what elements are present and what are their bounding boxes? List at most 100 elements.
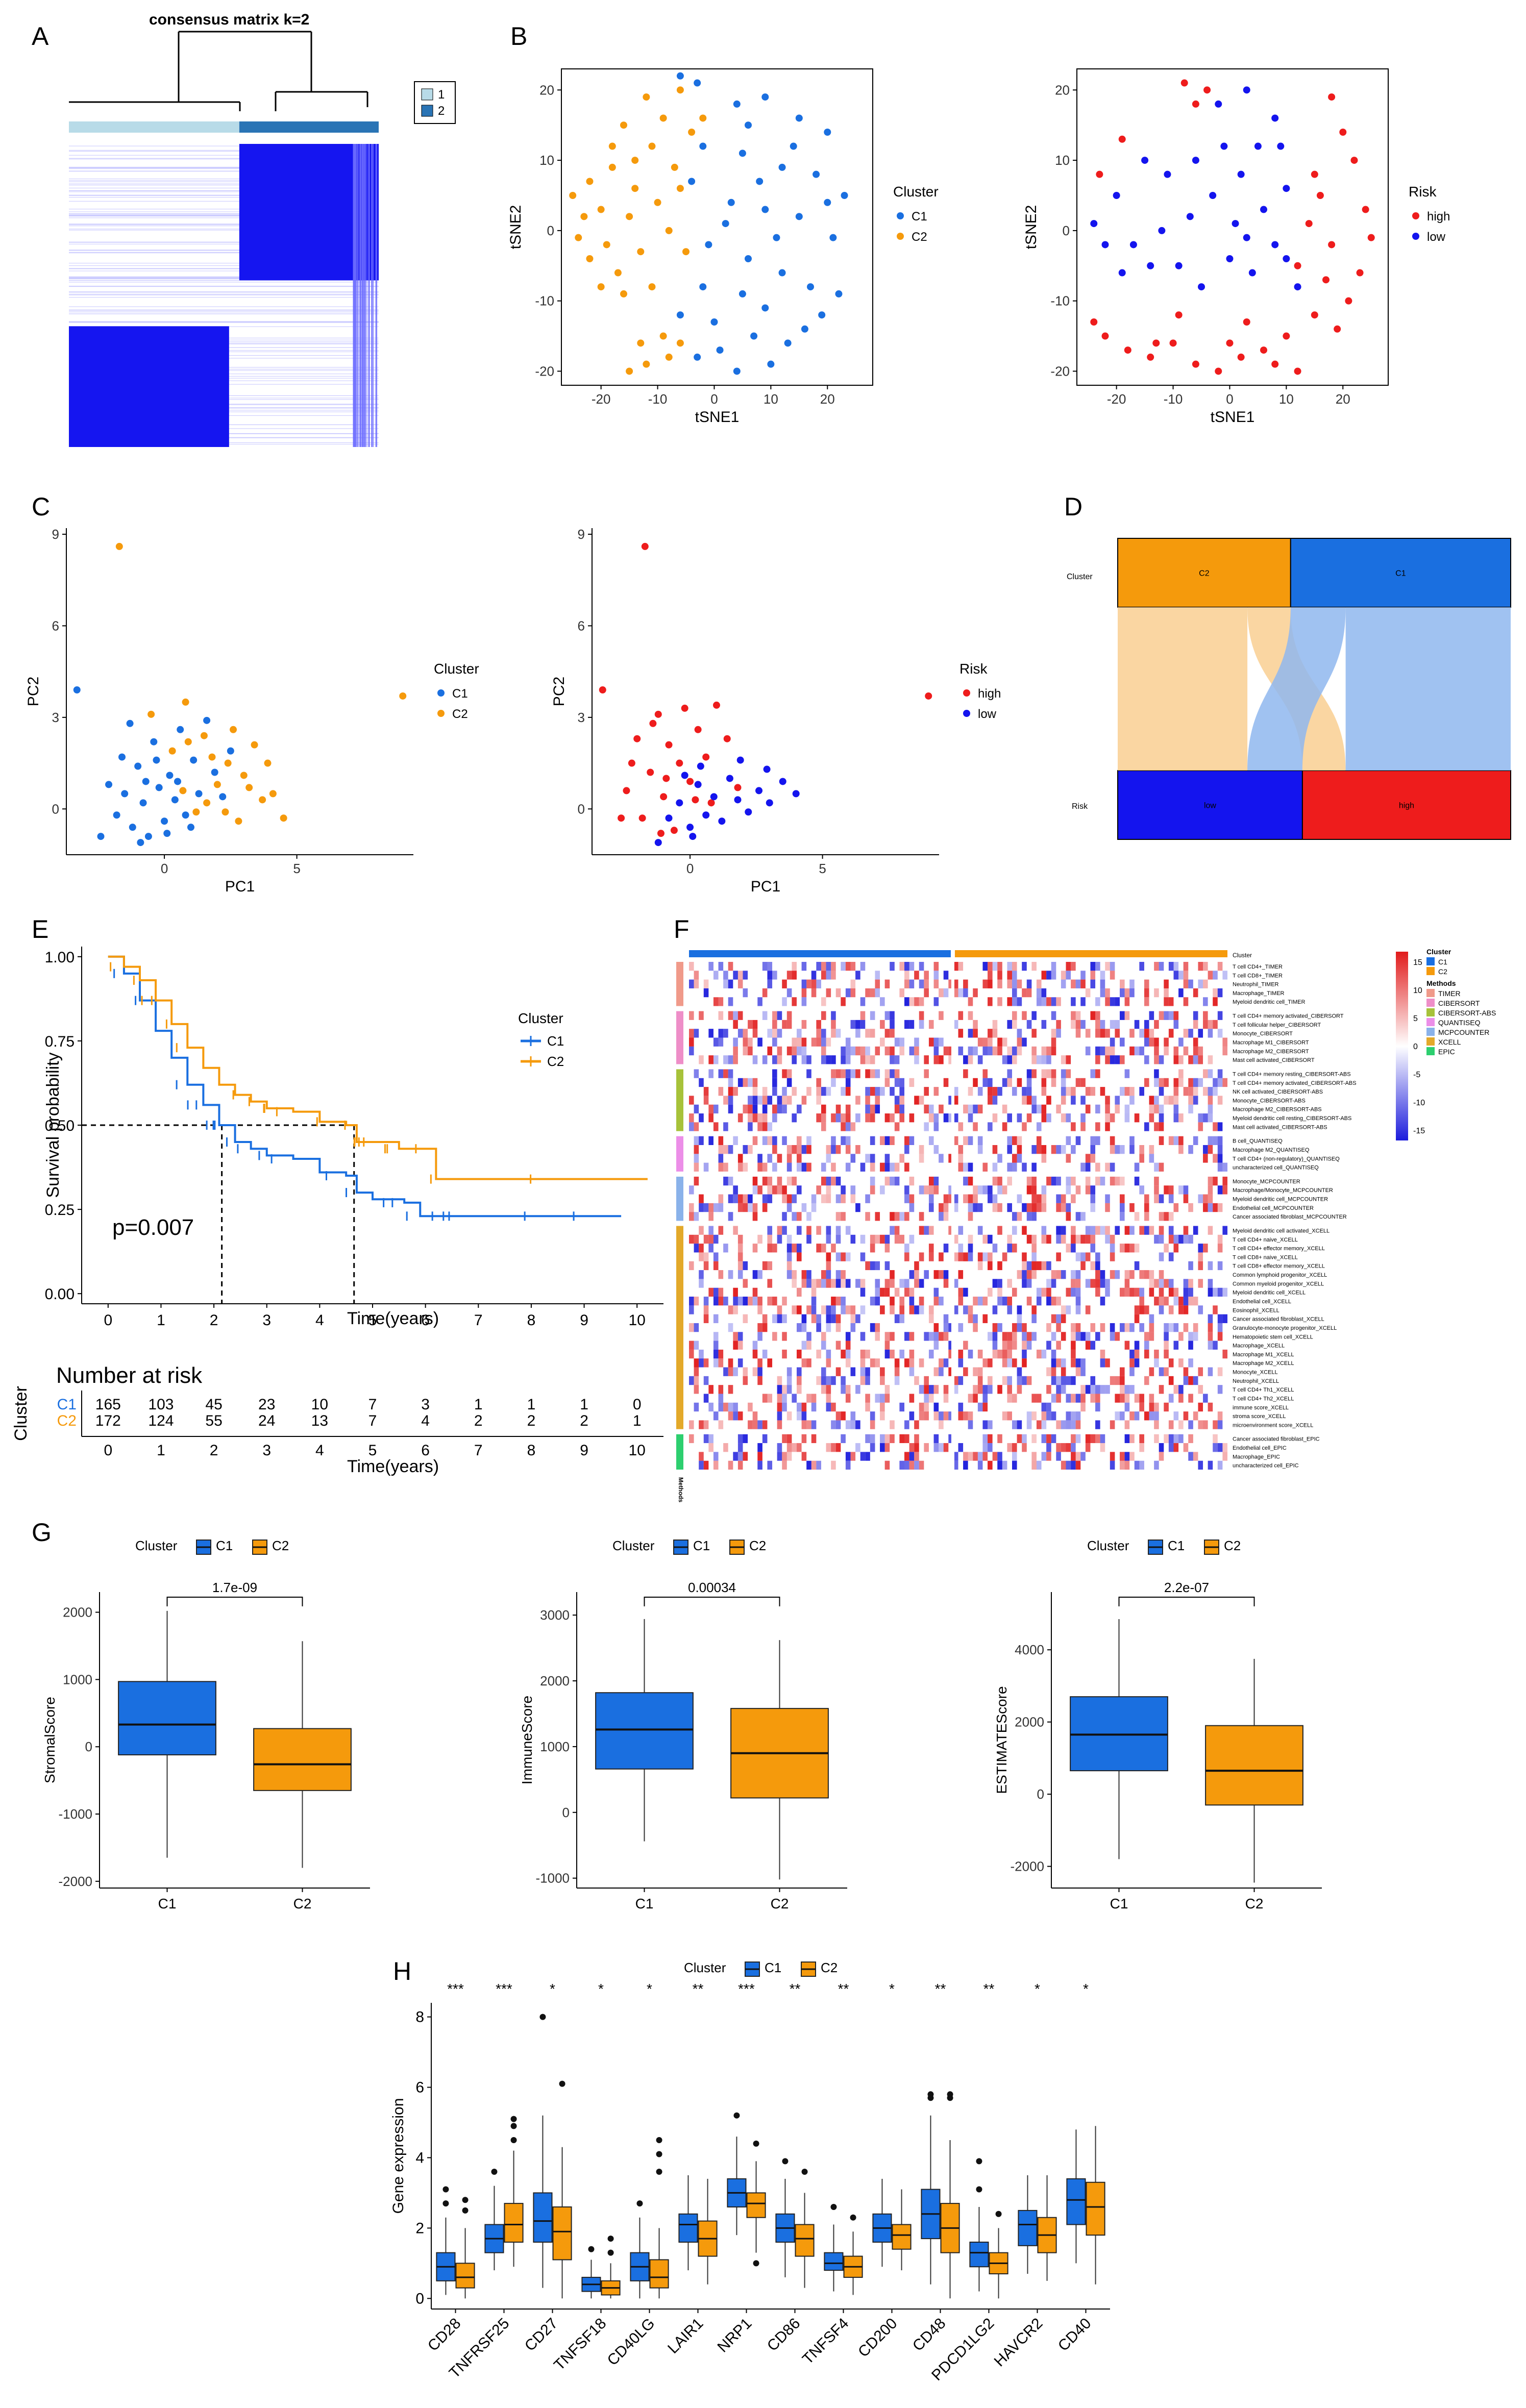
heat-cell (835, 988, 841, 998)
heat-cell (933, 1411, 939, 1421)
heat-cell (835, 1252, 841, 1261)
heat-cell (1080, 1122, 1086, 1131)
heat-cell (1124, 1113, 1130, 1123)
heat-cell (997, 1323, 1002, 1332)
heat-cell (1066, 1087, 1071, 1096)
heat-cell (1193, 1046, 1198, 1056)
heat-cell (1159, 1443, 1164, 1452)
point-high (647, 768, 654, 776)
point-C2 (203, 799, 211, 807)
heat-cell (835, 1212, 841, 1221)
heat-cell (899, 1279, 904, 1288)
heat-cell (860, 1332, 866, 1341)
heat-cell (831, 1420, 836, 1429)
panel-letter-H: H (393, 1957, 411, 1985)
heat-cell (811, 1460, 817, 1470)
heat-cell (865, 1029, 870, 1038)
heat-cell (1071, 1096, 1076, 1105)
point-high (1237, 353, 1245, 361)
point-C2 (575, 234, 582, 241)
heat-cell (880, 1185, 885, 1195)
x-axis-title: tSNE1 (1211, 409, 1255, 426)
heat-cell (1203, 1020, 1208, 1029)
heat-cell (924, 1402, 929, 1412)
legend-label-low: low (1427, 230, 1446, 244)
heat-cell (728, 1367, 733, 1376)
heat-cell (880, 1402, 885, 1412)
plot-frame (1076, 68, 1389, 386)
risk-value: 165 (95, 1396, 121, 1413)
heat-cell (1120, 1055, 1125, 1064)
heat-row-label: Neutrophil_XCELL (1233, 1378, 1279, 1384)
heat-cell (1080, 1394, 1086, 1403)
heat-cell (884, 979, 890, 988)
heat-cell (762, 1314, 768, 1323)
heat-cell (992, 1244, 998, 1253)
heat-cell (1193, 1411, 1198, 1421)
x-axis-title: PC1 (751, 878, 780, 895)
heat-cell (772, 1020, 777, 1029)
point-C2 (643, 93, 650, 101)
heat-cell (762, 1203, 768, 1212)
heat-cell (1178, 1113, 1184, 1123)
heat-cell (1066, 1113, 1071, 1123)
heat-cell (933, 1185, 939, 1195)
heat-cell (948, 1154, 953, 1163)
heat-cell (801, 1402, 807, 1412)
heat-cell (933, 1055, 939, 1064)
heat-cell (963, 1162, 968, 1172)
heat-cell (694, 1358, 699, 1368)
heat-cell (865, 1452, 870, 1461)
point-high (1215, 367, 1222, 375)
heat-cell (982, 1434, 988, 1444)
heat-cell (1090, 1069, 1096, 1078)
risk-value: 13 (311, 1412, 328, 1429)
heat-cell (904, 1136, 909, 1145)
heat-cell (1090, 1145, 1096, 1154)
heat-row-label: stroma score_XCELL (1233, 1413, 1286, 1420)
risk-x-tick-label: 3 (262, 1442, 271, 1459)
heat-cell (894, 1055, 900, 1064)
annotation-label-XCELL: XCELL (1438, 1038, 1461, 1046)
heat-cell (728, 962, 733, 971)
heat-cell (963, 1287, 968, 1297)
heat-cell (919, 979, 924, 988)
heat-cell (816, 979, 821, 988)
point-C1 (97, 833, 105, 840)
heat-cell (1071, 1460, 1076, 1470)
heat-cell (1134, 1212, 1140, 1221)
heat-cell (1046, 1297, 1051, 1306)
point-C1 (190, 756, 198, 764)
heat-cell (767, 1096, 773, 1105)
x-tick-label-CD48: CD48 (909, 2315, 949, 2355)
point-C2 (682, 248, 690, 256)
heat-cell (845, 1087, 851, 1096)
heat-cell (948, 1411, 953, 1421)
heat-cell (1007, 962, 1012, 971)
outlier-C2 (850, 2214, 856, 2221)
heat-cell (1159, 1226, 1164, 1235)
heat-cell (1198, 1261, 1203, 1271)
heat-cell (1154, 1037, 1159, 1047)
outlier-C2 (947, 2091, 953, 2098)
heat-cell (1051, 1358, 1056, 1368)
outlier-C2 (753, 2260, 759, 2267)
heat-cell (933, 1287, 939, 1297)
heat-cell (914, 971, 919, 980)
legend-label-high: high (978, 687, 1001, 701)
heat-cell (1168, 1323, 1174, 1332)
heat-cell (782, 1136, 787, 1145)
heat-cell (992, 1349, 998, 1359)
method-bar-MCPCOUNTER (676, 1176, 683, 1221)
heat-cell (1110, 1020, 1115, 1029)
point-C2 (699, 114, 707, 122)
heat-cell (821, 1376, 826, 1385)
point-C1 (722, 220, 729, 228)
heat-cell (1071, 1287, 1076, 1297)
risk-x-tick-label: 6 (421, 1442, 430, 1459)
heat-cell (1051, 1434, 1056, 1444)
heat-cell (1041, 1078, 1047, 1087)
heat-cell (694, 1234, 699, 1244)
heat-cell (797, 1154, 802, 1163)
heat-cell (1041, 1087, 1047, 1096)
